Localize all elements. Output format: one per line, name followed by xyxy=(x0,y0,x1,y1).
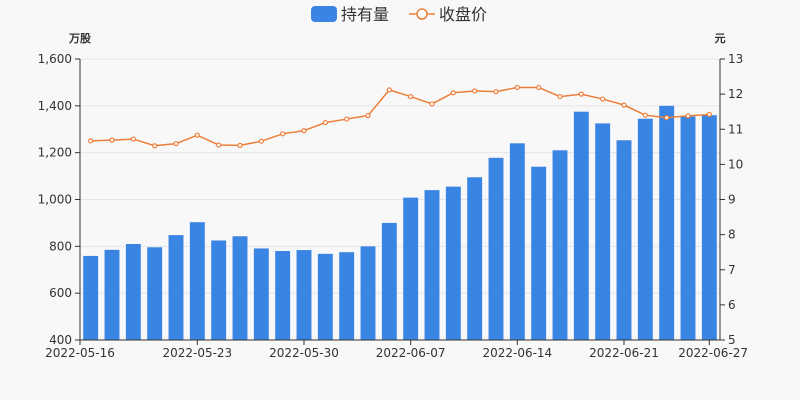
close-price-polyline xyxy=(90,86,710,147)
legend-close-price-marker xyxy=(416,8,428,20)
close-price-point xyxy=(152,143,158,149)
holdings-bars xyxy=(83,105,717,341)
close-price-point xyxy=(194,132,200,138)
x-axis-tick-label: 2022-05-30 xyxy=(269,346,339,360)
left-axis-tick-label: 1,600 xyxy=(38,52,72,66)
close-price-point xyxy=(408,93,414,100)
holdings-bar xyxy=(104,249,120,340)
holdings-bar xyxy=(232,236,248,340)
close-price-point xyxy=(685,113,691,119)
x-axis-tick-label: 2022-06-14 xyxy=(482,346,552,360)
close-price-point xyxy=(344,116,350,122)
close-price-point xyxy=(429,101,435,107)
holdings-bar xyxy=(680,116,696,340)
legend[interactable]: 持有量 收盘价 xyxy=(311,5,487,24)
right-axis-tick-label: 9 xyxy=(728,193,736,207)
gridlines xyxy=(80,58,720,294)
holdings-bar xyxy=(616,140,632,340)
close-price-point xyxy=(109,137,115,143)
close-price-point xyxy=(301,128,307,134)
close-price-point xyxy=(386,87,392,93)
close-price-point xyxy=(472,88,478,94)
holdings-bar xyxy=(509,143,525,340)
holdings-bar xyxy=(381,222,397,340)
holdings-bar xyxy=(531,166,547,340)
right-axis-tick-label: 6 xyxy=(728,298,736,312)
holdings-bar xyxy=(125,243,141,340)
close-price-point xyxy=(450,90,456,96)
holdings-bar xyxy=(488,157,504,340)
right-axis-tick-label: 5 xyxy=(728,333,736,347)
close-price-line xyxy=(88,84,712,149)
holdings-bar xyxy=(552,150,568,340)
close-price-point xyxy=(280,131,286,137)
x-axis-tick-label: 2022-05-23 xyxy=(162,346,232,360)
holdings-bar xyxy=(317,253,333,340)
holdings-bar xyxy=(168,235,184,340)
right-axis-unit: 元 xyxy=(715,32,726,45)
holdings-bar xyxy=(147,247,163,340)
holdings-bar xyxy=(467,177,483,340)
holdings-bar xyxy=(424,190,440,340)
close-price-point xyxy=(493,89,499,95)
right-axis-tick-label: 12 xyxy=(728,87,743,101)
close-price-point xyxy=(237,142,243,149)
close-price-point xyxy=(258,138,264,144)
close-price-point xyxy=(173,141,179,147)
left-axis-tick-label: 800 xyxy=(49,239,72,253)
right-axis-tick-label: 7 xyxy=(728,263,736,277)
close-price-point xyxy=(514,84,520,91)
holdings-bar xyxy=(701,115,717,340)
close-price-point xyxy=(216,142,222,148)
close-price-point xyxy=(130,136,136,142)
close-price-point xyxy=(706,111,712,118)
holdings-bar xyxy=(659,105,675,340)
legend-holdings-label: 持有量 xyxy=(341,5,389,24)
right-axis-tick-label: 13 xyxy=(728,52,743,66)
right-axis-tick-label: 8 xyxy=(728,228,736,242)
holdings-bar xyxy=(253,248,269,340)
close-price-point xyxy=(322,119,328,126)
x-axis-tick-label: 2022-06-27 xyxy=(678,346,748,360)
legend-item-close-price[interactable]: 收盘价 xyxy=(409,5,487,24)
holdings-bar xyxy=(189,222,205,340)
holdings-bar xyxy=(275,251,291,340)
left-axis-tick-label: 600 xyxy=(49,286,72,300)
holdings-bar xyxy=(445,186,461,340)
left-axis-unit: 万股 xyxy=(68,32,92,45)
legend-item-holdings[interactable]: 持有量 xyxy=(311,5,389,24)
close-price-point xyxy=(365,112,371,119)
close-price-point xyxy=(600,96,606,102)
close-price-point xyxy=(88,138,94,144)
left-axis-tick-label: 1,200 xyxy=(38,146,72,160)
holdings-bar xyxy=(296,250,312,340)
x-axis-tick-label: 2022-06-07 xyxy=(376,346,446,360)
close-price-point xyxy=(664,115,670,121)
holdings-bar xyxy=(637,118,653,341)
holdings-bar xyxy=(573,111,589,340)
legend-holdings-swatch xyxy=(311,6,337,22)
holdings-bar xyxy=(211,240,227,340)
axes: 400 600 800 1,000 1,200 1,400 1,600 5 6 7 8 9 10 11 12… xyxy=(38,52,748,360)
holdings-bar xyxy=(595,123,611,340)
close-price-point xyxy=(642,112,648,118)
right-axis-tick-label: 11 xyxy=(728,122,743,136)
close-price-point xyxy=(536,84,542,91)
close-price-point xyxy=(621,102,627,108)
holdings-bar xyxy=(339,252,355,340)
close-price-point xyxy=(557,93,563,100)
x-axis-tick-label: 2022-05-16 xyxy=(45,346,115,360)
x-axis-tick-label: 2022-06-21 xyxy=(589,346,659,360)
close-price-point xyxy=(578,91,584,97)
holdings-bar xyxy=(403,197,419,340)
left-axis-tick-label: 1,000 xyxy=(38,193,72,207)
holdings-bar xyxy=(360,246,376,340)
right-axis-tick-label: 10 xyxy=(728,157,743,171)
holdings-bar xyxy=(83,255,99,340)
left-axis-tick-label: 1,400 xyxy=(38,99,72,113)
left-axis-tick-label: 400 xyxy=(49,333,72,347)
legend-close-price-label: 收盘价 xyxy=(439,5,487,24)
